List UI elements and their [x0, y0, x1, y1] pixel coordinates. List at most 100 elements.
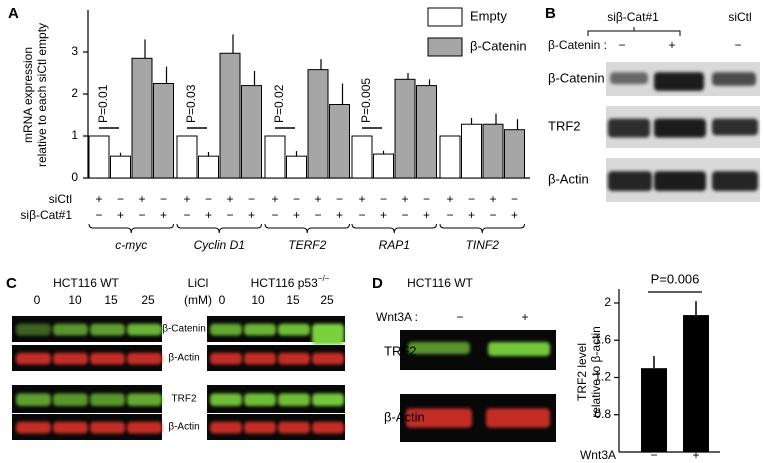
condition-sign: +	[468, 208, 475, 222]
blot-band	[53, 352, 88, 365]
y-tick-label: 1.2	[594, 370, 611, 384]
condition-sign: +	[336, 208, 343, 222]
blot-band	[90, 393, 125, 406]
condition-sign: +	[95, 192, 102, 206]
condition-sign: +	[271, 192, 278, 206]
x-tick-label: +	[692, 448, 699, 462]
blot-band	[210, 393, 242, 406]
condition-sign: −	[205, 192, 212, 206]
bar	[219, 52, 241, 179]
bar	[307, 69, 329, 179]
blot-band	[127, 352, 162, 365]
blot-band	[278, 393, 310, 406]
x-tick-label: Cyclin D1	[194, 238, 245, 252]
blot-band	[312, 352, 344, 365]
lane-sign: −	[734, 38, 741, 52]
condition-sign: +	[293, 208, 300, 222]
blot-band	[654, 118, 706, 138]
lane-sign: +	[521, 310, 528, 324]
condition-sign: −	[446, 208, 453, 222]
condition-sign: −	[380, 192, 387, 206]
x-axis-label: Wnt3A	[580, 448, 616, 462]
bar	[416, 85, 437, 179]
dose-label: 25	[141, 293, 155, 307]
p-value: P=0.006	[651, 271, 700, 286]
y-tick-label: 0.8	[594, 407, 611, 421]
blot-band	[608, 171, 652, 191]
dose-label: 15	[104, 293, 118, 307]
cell-line-name: HCT116 p53	[251, 276, 318, 290]
condition-sign: −	[248, 192, 255, 206]
blot-band	[53, 421, 88, 434]
y-tick-label: 1.6	[594, 332, 611, 346]
p-value: P=0.03	[184, 84, 198, 123]
panel-label: B	[545, 5, 556, 22]
y-axis-label-line: relative to each siCtl empty	[35, 23, 49, 167]
condition-sign: −	[358, 208, 365, 222]
control-label: siCtl	[728, 10, 751, 24]
blot-band	[654, 72, 704, 91]
condition-sign: −	[336, 192, 343, 206]
blot-band	[712, 171, 758, 191]
blot-band	[608, 118, 650, 138]
condition-sign: +	[358, 192, 365, 206]
y-axis-label-line: relative to β-actin	[589, 326, 603, 418]
dose-label: 10	[68, 293, 82, 307]
y-tick-label: 1	[71, 128, 78, 142]
lane-sign: +	[668, 38, 675, 52]
row-label: β-Actin	[384, 409, 425, 424]
lane-sign: −	[456, 310, 463, 324]
bar	[88, 135, 110, 179]
bar	[373, 153, 394, 179]
blot-band	[16, 352, 51, 365]
condition-sign: +	[423, 208, 430, 222]
blot-band	[90, 421, 125, 434]
bar	[461, 123, 482, 179]
condition-sign: +	[248, 208, 255, 222]
cell-line-title: HCT116 WT	[53, 276, 119, 290]
condition-sign: +	[117, 208, 124, 222]
condition-sign: +	[205, 208, 212, 222]
panel-label: D	[372, 275, 383, 292]
bar	[641, 368, 667, 452]
bar	[351, 135, 373, 179]
condition-sign: −	[401, 208, 408, 222]
bar	[286, 155, 307, 179]
p-value: P=0.01	[96, 84, 110, 123]
condition-sign: −	[423, 192, 430, 206]
bar	[394, 78, 416, 179]
x-tick-label: −	[650, 448, 657, 462]
blot-band	[210, 421, 242, 434]
condition-sign: +	[160, 208, 167, 222]
group-brace	[264, 223, 350, 234]
blot-band	[312, 323, 344, 345]
y-tick-label: 3	[71, 44, 78, 58]
blot-band	[278, 421, 310, 434]
condition-sign: +	[511, 208, 518, 222]
panel-label: A	[8, 5, 19, 22]
blot-band	[16, 421, 51, 434]
condition-label: siCtl	[49, 192, 72, 206]
cell-line-title: HCT116 p53−/−	[251, 274, 330, 290]
bar	[176, 135, 198, 179]
blot-band	[244, 393, 276, 406]
bar	[482, 123, 504, 179]
cell-line-genotype: −/−	[318, 274, 330, 283]
blot-band	[406, 408, 472, 428]
condition-sign: −	[271, 208, 278, 222]
blot-band	[90, 323, 125, 336]
bar	[198, 155, 219, 179]
legend-label: β-Catenin	[470, 38, 527, 53]
group-brace	[176, 223, 262, 234]
dose-label: 0	[219, 293, 226, 307]
group-label: siβ-Cat#1	[607, 10, 659, 24]
condition-sign: −	[160, 192, 167, 206]
blot-band	[16, 323, 51, 336]
condition-label: siβ-Cat#1	[20, 208, 72, 222]
blot-band	[90, 352, 125, 365]
blot-band	[488, 342, 550, 356]
blot-band	[244, 352, 276, 365]
lane-sign: −	[618, 38, 625, 52]
blot-band	[278, 352, 310, 365]
legend-swatch	[427, 7, 463, 27]
